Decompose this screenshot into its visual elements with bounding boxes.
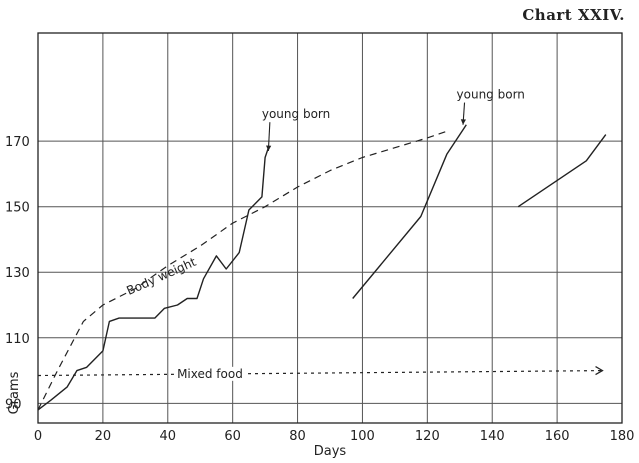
tick-labels: 0 20 40 60 80 100 120 140 160 180 90 110 130 150 170 <box>5 135 634 444</box>
annotation-2: young born <box>457 88 525 102</box>
x-tick-label: 0 <box>34 429 42 444</box>
series-line-5 <box>37 370 603 377</box>
x-axis-label: Days <box>314 444 347 459</box>
y-tick-label: 110 <box>5 332 30 347</box>
series <box>37 124 607 411</box>
x-tick-label: 160 <box>545 429 570 444</box>
x-tick-label: 100 <box>350 429 375 444</box>
series-line-4 <box>517 134 607 208</box>
annotation-3: Mixed food <box>177 367 243 381</box>
x-tick-label: 140 <box>480 429 505 444</box>
x-tick-label: 180 <box>610 429 635 444</box>
annotation-4: Body weight <box>124 255 198 298</box>
plot-frame <box>37 32 623 424</box>
annotation-backing <box>174 366 246 381</box>
annotations: young born young born Mixed food Body weigh… <box>124 88 525 381</box>
y-tick-label: 90 <box>5 397 22 412</box>
annotation-arrowhead <box>266 145 272 151</box>
annotation-arrowhead <box>460 119 466 125</box>
x-tick-label: 20 <box>95 429 112 444</box>
y-tick-label: 150 <box>5 201 30 216</box>
y-tick-label: 170 <box>5 135 30 150</box>
mixed-food-arrowhead <box>595 366 604 376</box>
annotation-1: young born <box>262 107 330 121</box>
series-line-1 <box>37 130 447 411</box>
x-tick-label: 120 <box>415 429 440 444</box>
chart-title: Chart XXIV. <box>522 6 625 24</box>
x-tick-label: 60 <box>224 429 241 444</box>
y-tick-label: 130 <box>5 266 30 281</box>
x-tick-label: 80 <box>289 429 306 444</box>
series-line-3 <box>352 124 467 299</box>
grid <box>38 33 622 423</box>
series-line-2 <box>37 147 270 411</box>
x-tick-label: 40 <box>160 429 177 444</box>
y-axis-label: Grams <box>7 371 22 414</box>
